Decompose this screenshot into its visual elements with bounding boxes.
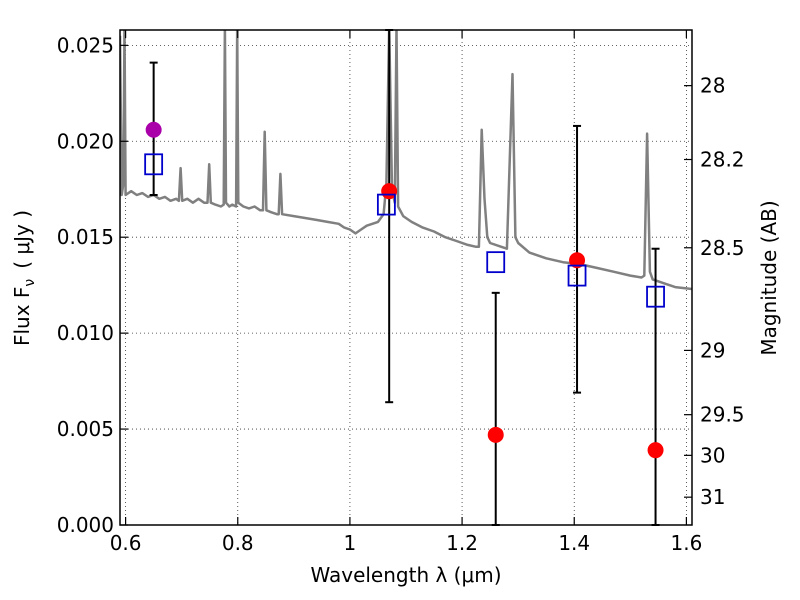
- y-tick-label: 0.025: [57, 33, 114, 57]
- x-tick-label: 0.6: [110, 531, 142, 555]
- y-right-tick-label: 31: [700, 485, 725, 509]
- square-marker: [646, 285, 665, 308]
- plot-frame: [119, 29, 693, 526]
- y-axis-label: Flux Fν ( μJy ): [10, 210, 38, 346]
- circle-marker: [647, 442, 664, 459]
- y-right-tick-label: 28.2: [700, 148, 745, 172]
- x-tick-labels: 0.6 0.8 1 1.2 1.4 1.6: [110, 531, 703, 555]
- square-marker: [486, 251, 506, 274]
- spectrum-line: [120, 30, 692, 291]
- y-axis-label-unit: ( μJy ): [10, 210, 34, 269]
- y-right-tick-label: 28: [700, 74, 725, 98]
- template-spectrum: [120, 30, 692, 291]
- square-marker: [567, 264, 587, 287]
- x-tick-label: 0.8: [222, 531, 254, 555]
- y-right-tick-label: 28.5: [700, 236, 745, 260]
- square-marker: [376, 193, 396, 216]
- x-tick-label: 1: [344, 531, 357, 555]
- y-tick-labels: 0.000 0.005 0.010 0.015 0.020 0.025: [57, 33, 114, 537]
- x-axis-label: Wavelength λ (μm): [310, 563, 501, 587]
- y-tick-label: 0.010: [57, 321, 114, 345]
- y-right-tick-label: 29: [700, 338, 725, 362]
- square-marker: [144, 153, 164, 176]
- y-right-axis-label: Magnitude (AB): [757, 200, 781, 355]
- circle-marker: [569, 252, 586, 269]
- axis-ticks: [120, 30, 692, 526]
- grid: [120, 30, 692, 526]
- y-tick-label: 0.000: [57, 513, 114, 537]
- y-right-tick-labels: 28 28.2 28.5 29 29.5 30 31: [700, 74, 745, 510]
- x-tick-label: 1.6: [670, 531, 702, 555]
- x-tick-label: 1.4: [558, 531, 590, 555]
- y-right-tick-label: 29.5: [700, 403, 745, 427]
- y-tick-label: 0.015: [57, 225, 114, 249]
- circle-marker: [145, 121, 162, 138]
- y-axis-label-main: Flux F: [10, 287, 34, 346]
- y-axis-label-subscript: ν: [22, 279, 38, 287]
- y-tick-label: 0.005: [57, 417, 114, 441]
- y-tick-label: 0.020: [57, 129, 114, 153]
- y-right-tick-label: 30: [700, 443, 725, 467]
- data-markers: [144, 121, 665, 459]
- circle-marker: [487, 426, 504, 443]
- x-tick-label: 1.2: [446, 531, 478, 555]
